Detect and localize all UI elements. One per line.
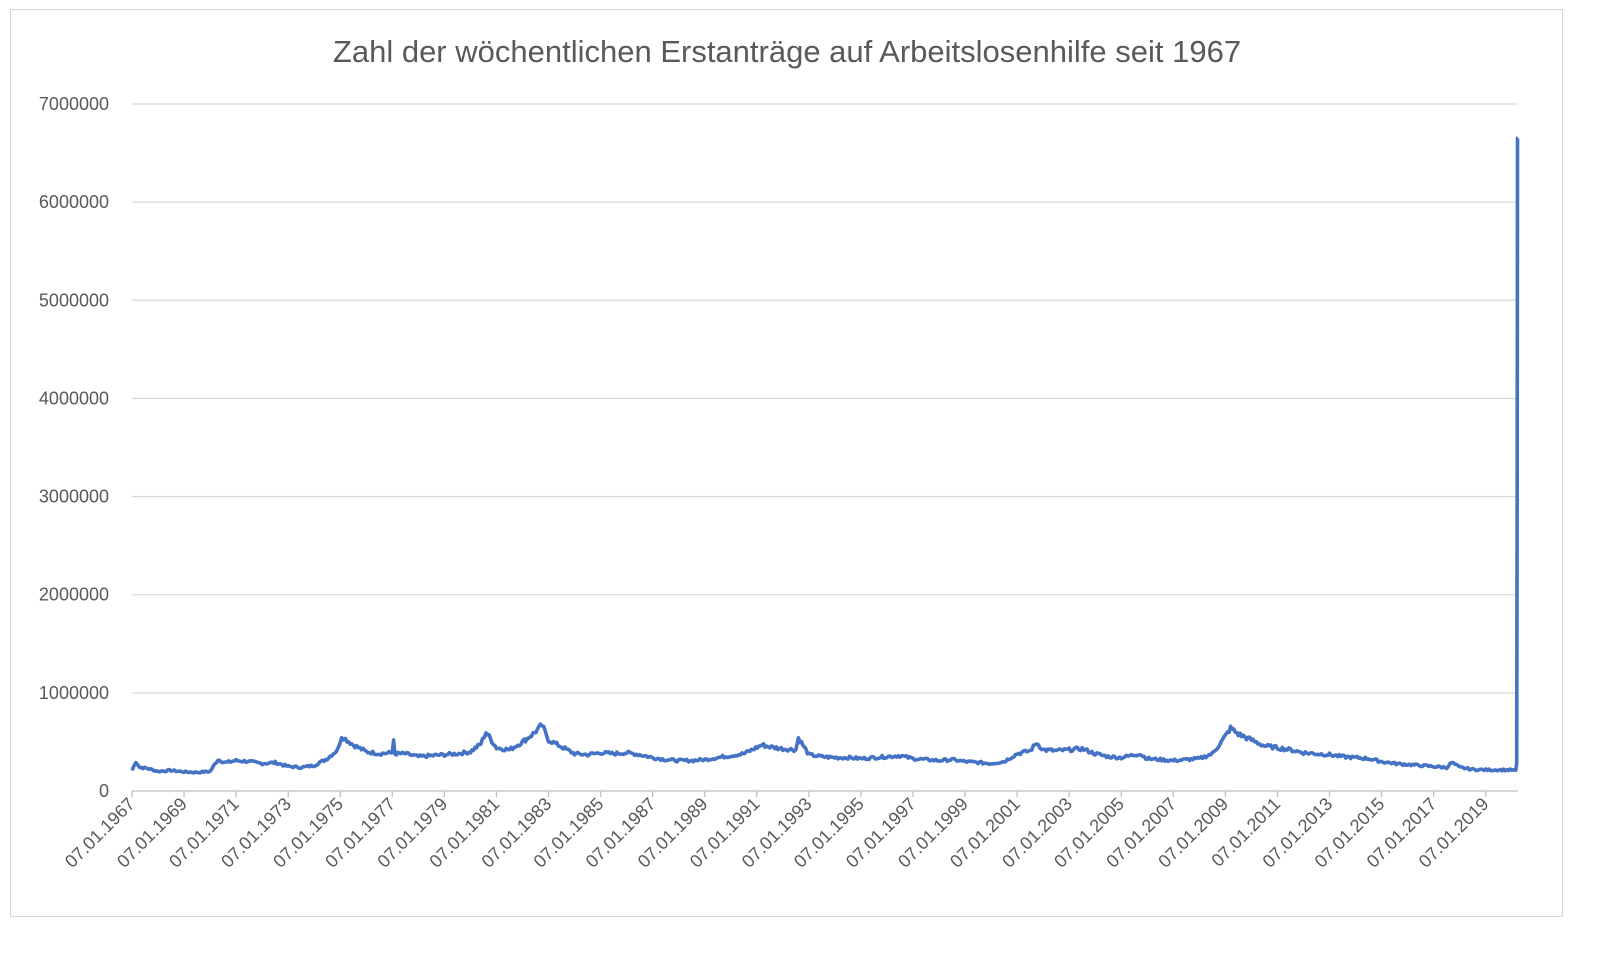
series-line-erstanträge — [130, 136, 1520, 775]
chart-frame: Zahl der wöchentlichen Erstanträge auf A… — [10, 9, 1563, 917]
y-tick-label: 6000000 — [39, 192, 109, 212]
y-tick-label: 1000000 — [39, 683, 109, 703]
y-tick-label: 5000000 — [39, 290, 109, 310]
x-axis: 07.01.196707.01.196907.01.197107.01.1973… — [61, 790, 1518, 872]
y-tick-label: 0 — [99, 781, 109, 801]
y-axis: 0 1000000 2000000 3000000 4000000 5000000 6000… — [39, 94, 109, 801]
gridlines — [132, 103, 1518, 694]
chart-title: Zahl der wöchentlichen Erstanträge auf A… — [333, 34, 1241, 69]
y-tick-label: 4000000 — [39, 388, 109, 408]
y-tick-label: 3000000 — [39, 487, 109, 507]
line-chart: Zahl der wöchentlichen Erstanträge auf A… — [39, 34, 1520, 872]
y-tick-label: 7000000 — [39, 94, 109, 114]
y-tick-label: 2000000 — [39, 585, 109, 605]
series-group — [130, 136, 1520, 775]
